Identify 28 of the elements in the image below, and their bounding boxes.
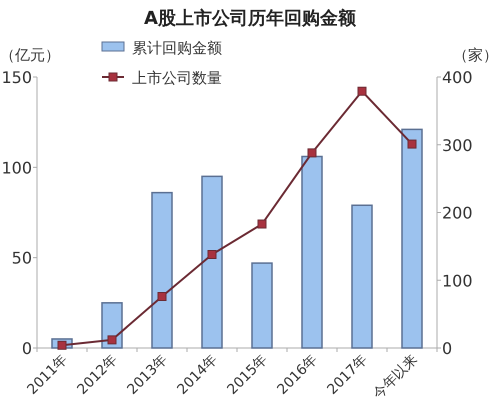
y2-tick-label: 200: [442, 204, 473, 222]
y-tick-label: 0: [22, 339, 32, 358]
point: [308, 148, 316, 158]
bar: [201, 176, 223, 349]
bar: [151, 192, 173, 349]
bar: [401, 128, 423, 349]
y2-tick-label: 400: [442, 68, 473, 87]
y-tick-label: 100: [1, 158, 32, 178]
legend-label: 上市公司数量: [132, 69, 222, 87]
bar: [351, 204, 373, 349]
point: [258, 220, 266, 229]
x-tick-label: 今年以来: [370, 352, 421, 402]
point: [408, 140, 416, 149]
y2-tick-label: 300: [442, 136, 473, 155]
point: [208, 250, 216, 260]
y2-tick-label: 100: [442, 271, 473, 290]
chart-title: A股上市公司历年回购金额: [144, 8, 357, 29]
y-axis-title: （亿元）: [0, 46, 60, 64]
y2-axis-title: （家）: [453, 46, 498, 64]
legend-label: 累计回购金额: [132, 39, 222, 57]
y-tick-label: 150: [1, 68, 32, 87]
point: [158, 292, 166, 302]
bar: [301, 156, 323, 349]
point: [358, 86, 366, 96]
point: [108, 335, 116, 344]
bar: [251, 262, 273, 349]
y-tick-label: 50: [12, 248, 32, 268]
y2-tick-label: 0: [442, 339, 452, 358]
